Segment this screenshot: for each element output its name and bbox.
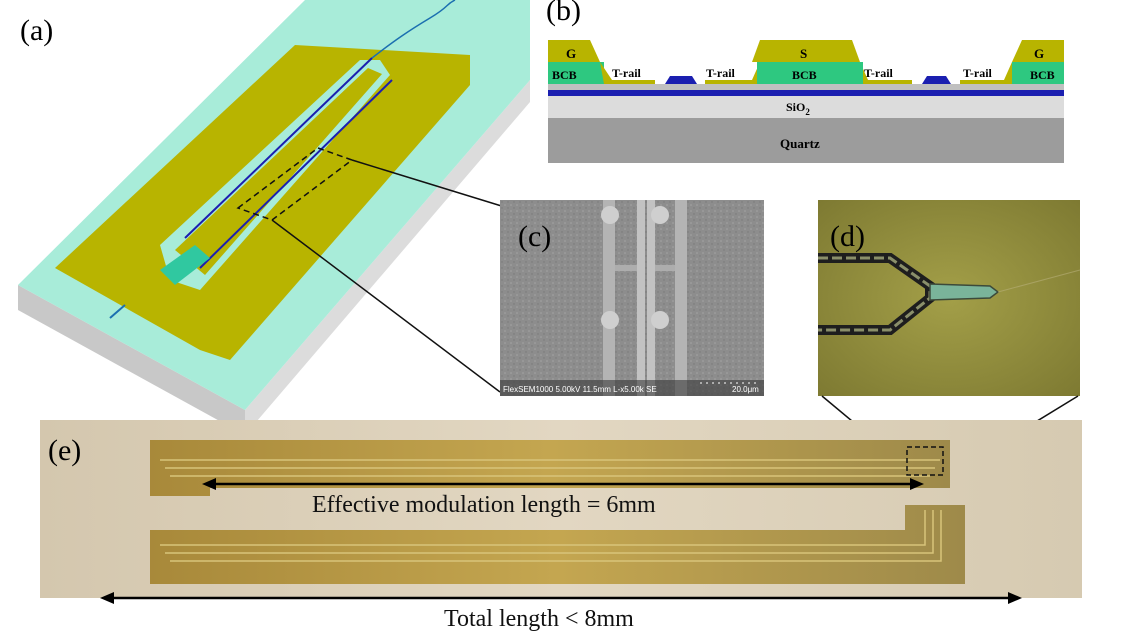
- sem-rail-right: [675, 200, 687, 396]
- signal-electrode-cross: [752, 40, 860, 62]
- y-branch-top: [371, 0, 456, 59]
- label-bcb-right: BCB: [1030, 68, 1055, 82]
- electrode-upper-lines: [160, 459, 940, 477]
- trail-right: [960, 62, 1012, 84]
- panel-e-label: (e): [48, 434, 81, 467]
- total-arrow-left-head: [100, 592, 114, 604]
- bcb-right: [1012, 62, 1064, 84]
- effective-length-label: Effective modulation length = 6mm: [312, 492, 656, 518]
- taper: [160, 245, 210, 285]
- panel-c-sem-image: FlexSEM1000 5.00kV 11.5mm L-x5.00k SE 20…: [500, 200, 764, 396]
- zoom-box-e: [906, 446, 944, 476]
- sem-pad-3: [601, 311, 619, 329]
- label-bcb-center: BCB: [792, 68, 817, 82]
- substrate-left-side: [18, 285, 245, 435]
- thin-film-layer: [548, 84, 1064, 90]
- ground-right: [1012, 40, 1064, 62]
- sem-rail-left: [603, 200, 615, 396]
- bcb-center: [757, 62, 863, 84]
- trail-left-1: [600, 62, 655, 84]
- sem-scale-label: 20.0μm: [732, 385, 759, 394]
- input-waveguide: [109, 304, 126, 319]
- label-sio2: SiO2: [786, 100, 810, 117]
- waveguide-upper: [184, 57, 373, 239]
- label-trail-1: T-rail: [612, 66, 642, 80]
- label-g-left: G: [566, 46, 576, 61]
- panel-d-optical-image: [818, 200, 1081, 396]
- substrate-right-side: [245, 80, 530, 435]
- sem-center-rail-left: [637, 200, 645, 396]
- sem-pad-4: [651, 311, 669, 329]
- optical-fiber: [997, 269, 1081, 293]
- label-trail-2: T-rail: [706, 66, 736, 80]
- sem-bridge-2: [655, 265, 675, 271]
- zoom-line-upper: [351, 159, 509, 209]
- sio2-layer: [548, 96, 1064, 118]
- label-bcb-left: BCB: [552, 68, 577, 82]
- label-quartz: Quartz: [780, 136, 820, 151]
- sem-background: [500, 200, 764, 396]
- panel-b-cross-section: G BCB T-rail T-rail S BCB T-rail T-rail …: [548, 40, 1064, 163]
- ridge-left: [665, 76, 697, 84]
- sem-info-bar: [500, 380, 764, 396]
- label-trail-3: T-rail: [864, 66, 894, 80]
- effective-arrow-right-head: [910, 478, 924, 490]
- sem-bridge-1: [615, 265, 637, 271]
- zoom-line-lower: [271, 219, 501, 393]
- label-s: S: [800, 46, 807, 61]
- waveguide-lower: [199, 79, 393, 269]
- sem-pad-1: [601, 206, 619, 224]
- ground-left: [548, 40, 600, 62]
- optical-taper: [929, 283, 1000, 301]
- electrode-lower-lines: [160, 510, 942, 562]
- panel-e-chip-photo: [40, 420, 1082, 598]
- panel-a-label: (a): [20, 14, 53, 47]
- label-g-right: G: [1034, 46, 1044, 61]
- total-length-label: Total length < 8mm: [444, 606, 634, 632]
- waveguide-layer: [548, 90, 1064, 96]
- sem-pad-2: [651, 206, 669, 224]
- label-trail-4: T-rail: [963, 66, 993, 80]
- total-arrow-right-head: [1008, 592, 1022, 604]
- panel-b-label: (b): [546, 0, 581, 27]
- panel-c-label: (c): [518, 220, 551, 253]
- sem-caption: FlexSEM1000 5.00kV 11.5mm L-x5.00k SE: [503, 385, 657, 394]
- bcb-left: [548, 62, 604, 84]
- panel-a-device-render: [18, 0, 530, 435]
- signal-electrode: [175, 68, 382, 275]
- panel-d-label: (d): [830, 220, 865, 253]
- sem-center-rail-right: [647, 200, 655, 396]
- quartz-layer: [548, 118, 1064, 163]
- effective-arrow-left-head: [202, 478, 216, 490]
- ridge-right: [922, 76, 951, 84]
